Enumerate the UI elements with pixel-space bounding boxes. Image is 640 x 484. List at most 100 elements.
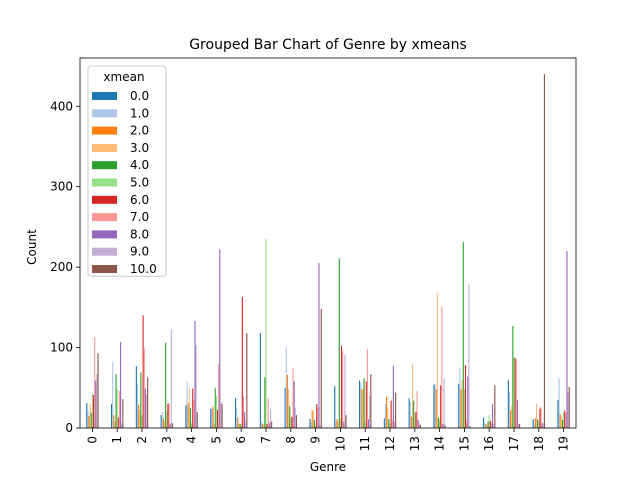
bar-genre-12-xmean-7-0 — [391, 419, 393, 428]
bar-genre-19-xmean-0-0 — [557, 399, 559, 428]
bar-genre-1-xmean-6-0 — [117, 417, 119, 428]
bar-genre-0-xmean-1-0 — [87, 411, 89, 428]
legend-swatch-9-0 — [92, 247, 117, 256]
bar-genre-1-xmean-5-0 — [116, 389, 118, 428]
bar-genre-0-xmean-4-0 — [90, 412, 92, 428]
bar-genre-8-xmean-4-0 — [289, 406, 291, 428]
x-tick-label-1: 1 — [110, 436, 124, 444]
bar-genre-10-xmean-0-0 — [334, 386, 336, 428]
x-axis-label: Genre — [310, 460, 346, 474]
x-tick-label-6: 6 — [234, 436, 248, 444]
bar-genre-0-xmean-5-0 — [91, 393, 93, 428]
bar-genre-6-xmean-8-0 — [244, 411, 246, 428]
bar-genre-7-xmean-8-0 — [268, 423, 270, 428]
bar-genre-7-xmean-5-0 — [265, 238, 267, 428]
bar-genre-0-xmean-10-0 — [97, 353, 99, 428]
bar-genre-15-xmean-6-0 — [464, 365, 467, 428]
legend-swatch-7-0 — [92, 213, 117, 222]
bar-genre-16-xmean-4-0 — [487, 421, 489, 428]
bar-genre-16-xmean-2-0 — [485, 423, 487, 428]
bar-genre-3-xmean-7-0 — [168, 403, 170, 428]
bar-genre-13-xmean-2-0 — [410, 416, 412, 428]
legend-label-6-0: 6.0 — [130, 193, 149, 207]
legend-label-4-0: 4.0 — [130, 158, 149, 172]
bar-genre-14-xmean-3-0 — [436, 292, 438, 428]
bar-genre-6-xmean-7-0 — [242, 395, 245, 428]
bar-genre-14-xmean-9-0 — [443, 378, 445, 428]
bar-genre-4-xmean-6-0 — [192, 388, 194, 428]
bar-genre-12-xmean-4-0 — [388, 419, 390, 428]
bar-genre-18-xmean-4-0 — [537, 419, 539, 428]
bar-genre-7-xmean-2-0 — [262, 423, 264, 428]
bar-genre-2-xmean-2-0 — [138, 404, 140, 428]
bar-genre-12-xmean-3-0 — [387, 407, 389, 428]
bar-genre-0-xmean-0-0 — [86, 403, 88, 428]
bar-genre-16-xmean-1-0 — [484, 423, 486, 428]
bar-genre-18-xmean-7-0 — [540, 407, 542, 428]
bar-genre-19-xmean-8-0 — [566, 251, 568, 428]
bar-genre-9-xmean-5-0 — [315, 424, 317, 428]
bar-genre-17-xmean-5-0 — [513, 357, 515, 428]
legend-swatch-10-0 — [92, 265, 117, 273]
bar-genre-7-xmean-7-0 — [267, 398, 269, 428]
bar-genre-3-xmean-10-0 — [171, 423, 173, 428]
bar-genre-2-xmean-10-0 — [147, 377, 149, 428]
bar-genre-19-xmean-4-0 — [561, 419, 564, 428]
bar-genre-15-xmean-2-0 — [460, 389, 462, 428]
bar-genre-11-xmean-5-0 — [364, 421, 366, 428]
bar-genre-19-xmean-1-0 — [558, 378, 560, 428]
bar-genre-19-xmean-6-0 — [564, 410, 566, 428]
bar-genre-9-xmean-1-0 — [310, 422, 312, 428]
bar-genre-16-xmean-6-0 — [489, 420, 491, 428]
x-tick-label-2: 2 — [135, 436, 149, 444]
bar-genre-13-xmean-8-0 — [417, 419, 419, 428]
bar-genre-8-xmean-9-0 — [294, 407, 296, 428]
bar-genre-18-xmean-8-0 — [541, 423, 543, 428]
x-tick-label-8: 8 — [284, 436, 298, 444]
legend-swatch-2-0 — [92, 126, 117, 135]
bar-genre-7-xmean-10-0 — [271, 421, 273, 428]
bar-genre-10-xmean-2-0 — [336, 419, 338, 428]
bar-genre-14-xmean-0-0 — [433, 384, 435, 428]
bar-genre-6-xmean-10-0 — [246, 333, 248, 428]
legend-label-5-0: 5.0 — [130, 176, 149, 190]
bar-genre-11-xmean-9-0 — [369, 395, 371, 428]
bar-genre-13-xmean-10-0 — [419, 424, 421, 428]
bar-genre-15-xmean-10-0 — [469, 426, 471, 428]
legend-swatch-1-0 — [92, 109, 117, 118]
bar-genre-12-xmean-10-0 — [395, 392, 397, 428]
bar-genre-6-xmean-2-0 — [237, 417, 239, 428]
bar-genre-1-xmean-2-0 — [113, 415, 115, 428]
bar-genre-13-xmean-6-0 — [415, 411, 417, 428]
bar-genre-15-xmean-4-0 — [462, 242, 464, 428]
bar-genre-16-xmean-3-0 — [486, 425, 488, 428]
bar-genre-6-xmean-4-0 — [239, 423, 241, 428]
x-tick-label-5: 5 — [209, 436, 223, 444]
bar-genre-4-xmean-10-0 — [196, 411, 198, 428]
bar-genre-18-xmean-5-0 — [538, 420, 540, 428]
bar-genre-14-xmean-7-0 — [441, 306, 443, 428]
bar-genre-10-xmean-4-0 — [338, 258, 340, 428]
bar-genre-14-xmean-5-0 — [439, 419, 441, 428]
bar-genre-17-xmean-1-0 — [508, 391, 511, 428]
bar-genre-0-xmean-6-0 — [92, 395, 95, 428]
bar-genre-2-xmean-3-0 — [139, 410, 141, 428]
bar-genre-12-xmean-8-0 — [392, 366, 394, 428]
legend-label-3-0: 3.0 — [130, 141, 149, 155]
bar-genre-3-xmean-5-0 — [166, 411, 168, 428]
bar-genre-11-xmean-2-0 — [361, 389, 363, 428]
bar-genre-18-xmean-9-0 — [542, 423, 544, 428]
bar-genre-5-xmean-3-0 — [213, 423, 215, 428]
bar-genre-2-xmean-7-0 — [143, 348, 145, 428]
bar-genre-5-xmean-1-0 — [211, 408, 213, 428]
bar-genre-4-xmean-4-0 — [189, 407, 192, 428]
x-tick-label-19: 19 — [557, 436, 571, 451]
bar-genre-15-xmean-8-0 — [467, 376, 469, 428]
bar-genre-9-xmean-8-0 — [318, 263, 320, 428]
bar-genre-3-xmean-2-0 — [162, 418, 164, 428]
bar-genre-17-xmean-7-0 — [515, 358, 517, 428]
bar-genre-9-xmean-9-0 — [319, 424, 321, 428]
bar-genre-1-xmean-9-0 — [121, 423, 123, 428]
bar-genre-19-xmean-3-0 — [560, 416, 562, 428]
bar-genre-9-xmean-7-0 — [317, 407, 319, 428]
